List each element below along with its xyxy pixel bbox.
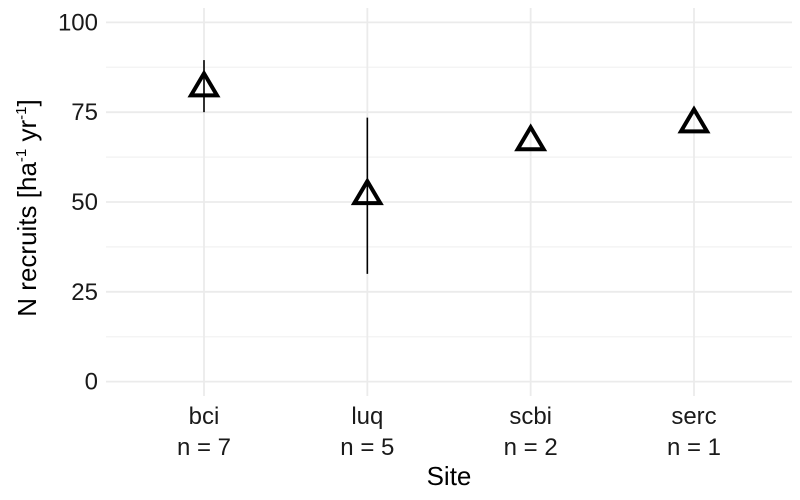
data-point-triangle — [187, 69, 221, 98]
y-tick-label: 50 — [71, 189, 98, 216]
grid-major — [106, 8, 792, 396]
x-tick-n-label: n = 1 — [667, 434, 721, 461]
x-axis-title: Site — [427, 461, 472, 491]
y-tick-labels: 0 25 50 75 100 — [58, 9, 98, 395]
y-tick-label: 100 — [58, 9, 98, 36]
y-axis-title-sup2: -1 — [13, 107, 30, 120]
y-tick-label: 75 — [71, 99, 98, 126]
y-tick-label: 25 — [71, 279, 98, 306]
x-tick-n-label: n = 2 — [504, 434, 558, 461]
data-point-triangle — [350, 177, 384, 206]
y-axis-title-mid: yr — [12, 120, 42, 149]
y-tick-label: 0 — [85, 369, 98, 396]
y-axis-title-main: N recruits [ha — [12, 162, 42, 317]
x-tick-label: scbi — [509, 403, 552, 430]
data-point-triangle — [514, 123, 548, 152]
data-series — [187, 60, 711, 274]
x-tick-labels: bci n = 7 luq n = 5 scbi n = 2 serc n = 1 — [177, 403, 721, 461]
y-axis-title: N recruits [ha-1 yr-1] — [12, 99, 42, 316]
x-tick-n-label: n = 5 — [340, 434, 394, 461]
data-point-triangle — [677, 105, 711, 134]
x-tick-label: luq — [351, 403, 383, 430]
x-tick-label: serc — [671, 403, 716, 430]
grid-minor — [106, 66, 792, 338]
y-axis-title-sup1: -1 — [13, 149, 30, 162]
x-tick-n-label: n = 7 — [177, 434, 231, 461]
x-tick-label: bci — [189, 403, 220, 430]
y-axis-title-end: ] — [12, 99, 42, 106]
